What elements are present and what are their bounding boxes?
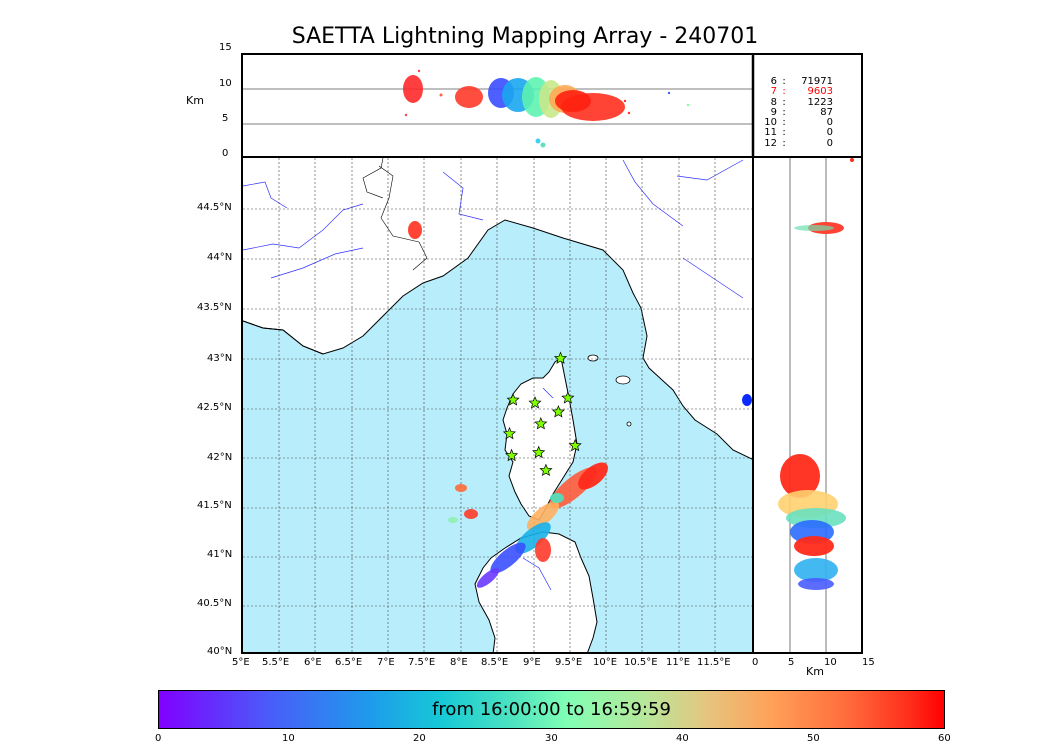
colorbar-tick: 30	[545, 733, 558, 744]
station-star-icon	[551, 405, 565, 418]
side-xtick: 5	[788, 657, 795, 668]
count-level: 6	[770, 76, 777, 87]
side-scatter	[778, 158, 854, 590]
station-star-icon	[561, 391, 575, 404]
colorbar-tick: 0	[155, 733, 162, 744]
lat-tick: 44.5°N	[197, 202, 232, 213]
count-value: 71971	[801, 76, 833, 87]
count-sep: :	[782, 127, 786, 139]
chart-title: SAETTA Lightning Mapping Array - 240701	[291, 24, 759, 49]
lon-tick: 9.5°E	[555, 657, 583, 668]
lat-tick: 44°N	[207, 252, 233, 263]
altitude-panel: 6 : 71971 7 : 9603 8 : 1223 9 : 87 10 : …	[241, 53, 863, 158]
station-markers	[502, 351, 582, 477]
side-xlabel: Km	[806, 665, 824, 678]
lat-tick: 42°N	[207, 452, 233, 463]
colorbar-tick: 60	[938, 733, 951, 744]
lat-tick: 41°N	[207, 549, 233, 560]
lon-tick: 8.5°E	[481, 657, 509, 668]
lat-tick: 43.5°N	[197, 302, 232, 313]
map-panel	[241, 156, 754, 654]
map-svg	[243, 158, 752, 652]
count-sep: :	[782, 86, 786, 98]
station-star-icon	[553, 351, 568, 364]
count-row: 10 : 0	[763, 117, 835, 129]
lightning-scatter	[408, 221, 608, 588]
alt-ylabel: Km	[186, 94, 204, 107]
station-star-icon	[534, 416, 548, 430]
colorbar-tick: 20	[413, 733, 426, 744]
lat-tick: 40.5°N	[197, 598, 232, 609]
alt-ytick: 10	[219, 78, 232, 89]
station-star-icon	[528, 396, 542, 409]
side-xtick: 0	[752, 657, 759, 668]
count-level: 8	[770, 96, 777, 108]
lon-tick: 11°E	[666, 657, 691, 668]
count-row: 9 : 87	[763, 106, 835, 118]
count-sep: :	[782, 96, 786, 108]
colorbar-tick: 50	[807, 733, 820, 744]
colorbar-tick: 10	[282, 733, 295, 744]
count-level: 12	[764, 137, 777, 149]
side-xtick: 15	[862, 657, 875, 668]
sea-area	[243, 220, 752, 652]
side-plot	[778, 158, 854, 652]
count-level: 10	[764, 117, 777, 129]
count-value: 9603	[807, 86, 833, 98]
lon-tick: 7.5°E	[408, 657, 436, 668]
station-count-table: 6 : 71971 7 : 9603 8 : 1223 9 : 87 10 : …	[763, 76, 835, 149]
lon-tick: 9°E	[523, 657, 541, 668]
side-altitude-panel	[752, 156, 863, 654]
station-star-icon	[505, 448, 519, 462]
count-value: 0	[826, 127, 833, 139]
lon-tick: 6°E	[304, 657, 322, 668]
lat-tick: 43°N	[207, 353, 233, 364]
count-level: 11	[764, 127, 777, 139]
alt-ytick: 0	[222, 148, 229, 159]
colorbar-tick: 40	[676, 733, 689, 744]
italy-coast	[243, 219, 752, 460]
count-value: 0	[826, 117, 833, 129]
count-row: 11 : 0	[763, 127, 835, 139]
blue-point-marker	[742, 394, 752, 406]
count-row: 7 : 9603	[763, 86, 835, 98]
alt-ytick: 5	[222, 113, 229, 124]
station-star-icon	[532, 445, 546, 459]
alt-ytick: 15	[219, 42, 232, 53]
count-row: 12 : 0	[763, 137, 835, 149]
station-star-icon	[502, 426, 517, 440]
station-star-icon	[506, 393, 520, 406]
lon-tick: 6.5°E	[335, 657, 363, 668]
lat-tick: 42.5°N	[197, 402, 232, 413]
lon-tick: 8°E	[450, 657, 468, 668]
count-value: 1223	[807, 96, 833, 108]
rivers	[243, 159, 744, 591]
lat-tick: 40°N	[207, 646, 233, 657]
lon-tick: 10.5°E	[624, 657, 658, 668]
count-level: 9	[770, 106, 777, 118]
count-level: 7	[770, 86, 777, 98]
lat-tick: 41.5°N	[197, 500, 232, 511]
lon-tick: 11.5°E	[697, 657, 731, 668]
count-row: 6 : 71971	[763, 76, 835, 87]
lon-tick: 5°E	[232, 657, 250, 668]
lon-tick: 7°E	[377, 657, 395, 668]
colorbar-label: from 16:00:00 to 16:59:59	[432, 699, 671, 720]
count-value: 0	[826, 137, 833, 149]
side-xtick: 10	[824, 657, 837, 668]
altitude-scatter	[403, 69, 690, 148]
altitude-plot	[243, 55, 755, 156]
count-sep: :	[782, 106, 786, 118]
count-sep: :	[782, 76, 786, 87]
station-star-icon	[568, 438, 582, 452]
count-sep: :	[782, 137, 786, 149]
station-star-icon	[539, 463, 553, 477]
count-value: 87	[820, 106, 833, 118]
lon-tick: 10°E	[593, 657, 618, 668]
colorbar	[158, 690, 945, 729]
count-row: 8 : 1223	[763, 96, 835, 108]
count-sep: :	[782, 117, 786, 129]
lon-tick: 5.5°E	[262, 657, 290, 668]
